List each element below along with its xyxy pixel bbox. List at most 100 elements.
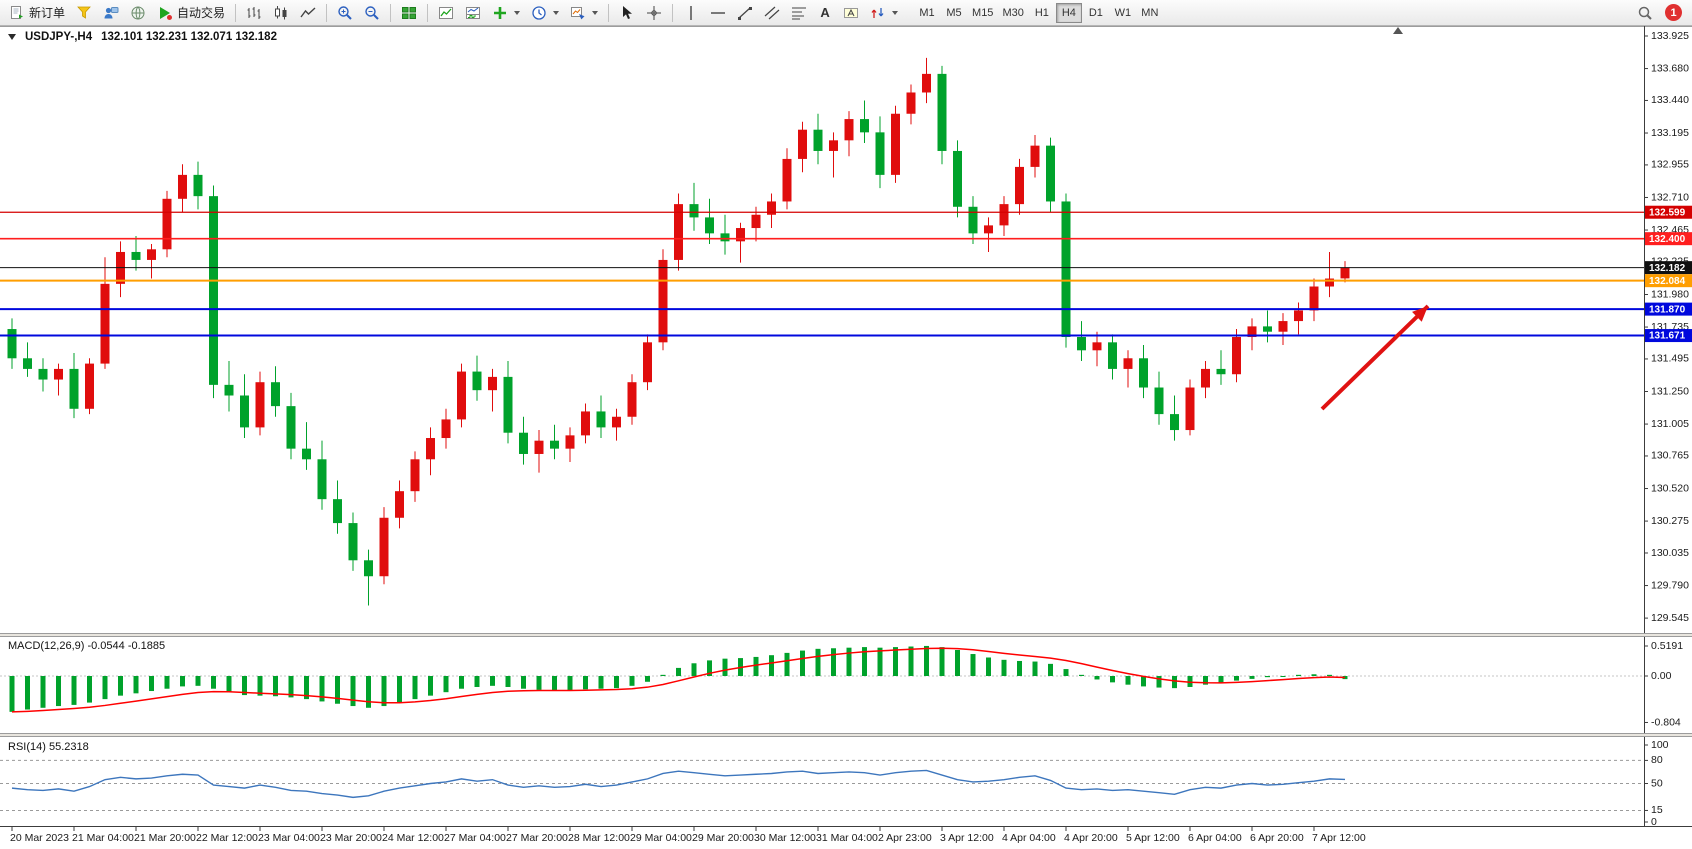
timeframe-h4-button[interactable]: H4	[1055, 2, 1082, 23]
macd-bar	[335, 676, 340, 704]
macd-bar	[722, 658, 728, 676]
candle-body	[767, 201, 776, 215]
timeframe-m15-button[interactable]: M15	[968, 3, 997, 23]
macd-bar	[691, 663, 697, 676]
label-tool-button[interactable]	[838, 2, 864, 24]
notification-badge[interactable]: 1	[1665, 4, 1682, 21]
candle-body	[1201, 368, 1210, 388]
macd-bar	[56, 676, 61, 707]
tile-windows-icon	[402, 6, 417, 19]
line-chart-button[interactable]	[295, 2, 321, 24]
macd-bar	[1342, 676, 1348, 680]
zoom-in-button[interactable]	[332, 2, 358, 24]
timeframe-mn-button[interactable]: MN	[1137, 3, 1163, 23]
macd-bar	[195, 676, 201, 686]
time-axis-label: 21 Mar 20:00	[134, 832, 196, 844]
templates-button[interactable]	[565, 2, 603, 24]
zoom-out-button[interactable]	[359, 2, 385, 24]
time-axis-label: 23 Mar 20:00	[320, 832, 382, 844]
macd-bar	[1156, 676, 1162, 688]
main-macd-splitter[interactable]	[0, 633, 1692, 637]
time-axis-label: 24 Mar 12:00	[382, 832, 444, 844]
candle-body	[1340, 267, 1350, 279]
candlestick-chart-button[interactable]	[268, 2, 294, 24]
text-tool-button[interactable]: A	[813, 2, 837, 24]
add-indicator-button[interactable]	[487, 2, 525, 24]
metaeditor-button[interactable]	[71, 2, 97, 24]
horizontal-line-button[interactable]	[705, 2, 731, 24]
candle-body	[23, 358, 32, 369]
rsi-axis-label: 15	[1651, 804, 1663, 816]
fibonacci-button[interactable]	[786, 2, 812, 24]
timeframe-m1-button[interactable]: M1	[914, 3, 940, 23]
macd-bar	[350, 676, 356, 707]
candle-body	[968, 206, 978, 234]
candle-body	[85, 363, 94, 409]
candle-body	[147, 249, 156, 260]
candle-body	[1123, 358, 1133, 369]
autotrading-button[interactable]: 自动交易	[152, 2, 230, 24]
new-order-icon	[11, 5, 23, 19]
time-axis-label: 27 Mar 04:00	[444, 832, 506, 844]
time-axis-label: 20 Mar 2023	[10, 832, 69, 844]
macd-bar	[955, 649, 960, 676]
timeframe-m5-button[interactable]: M5	[941, 3, 967, 23]
cursor-button[interactable]	[614, 2, 640, 24]
chart-shift-marker[interactable]	[1393, 27, 1403, 34]
time-axis-label: 21 Mar 04:00	[72, 832, 134, 844]
timeframe-w1-button[interactable]: W1	[1110, 3, 1136, 23]
channel-button[interactable]	[759, 2, 785, 24]
tile-windows-button[interactable]	[396, 2, 422, 24]
toolbar-right: 1	[1632, 2, 1688, 24]
autotrading-label: 自动交易	[177, 6, 226, 20]
crosshair-icon	[647, 5, 662, 20]
indicators-button[interactable]	[433, 2, 459, 24]
chevron-down-icon	[892, 10, 899, 15]
price-axis-label: 130.275	[1651, 515, 1689, 527]
timeframe-m30-button[interactable]: M30	[998, 3, 1027, 23]
chat-button[interactable]	[98, 2, 124, 24]
indicator-windows-button[interactable]	[460, 2, 486, 24]
bar-chart-button[interactable]	[241, 2, 267, 24]
macd-bar	[211, 676, 216, 689]
macd-bar	[1311, 674, 1317, 676]
price-axis-label: 133.440	[1651, 94, 1689, 106]
price-axis-label: 131.250	[1651, 385, 1689, 397]
vertical-line-button[interactable]	[678, 2, 704, 24]
community-button[interactable]	[125, 2, 151, 24]
macd-bar	[614, 676, 619, 689]
periods-button[interactable]	[526, 2, 564, 24]
candle-body	[1247, 326, 1257, 338]
autotrading-play-icon	[160, 6, 173, 20]
candle-body	[1232, 337, 1241, 375]
new-order-button[interactable]: 新订单	[4, 2, 70, 24]
arrows-tool-button[interactable]	[865, 2, 903, 24]
time-axis-label: 22 Mar 12:00	[196, 832, 258, 844]
candle-body	[1216, 368, 1226, 375]
time-axis-label: 7 Apr 12:00	[1312, 832, 1366, 844]
chart-menu-icon[interactable]	[8, 34, 16, 40]
crosshair-button[interactable]	[641, 2, 667, 24]
trend-arrow-head[interactable]	[1412, 306, 1428, 322]
price-tag	[1645, 329, 1692, 343]
search-button[interactable]	[1632, 2, 1658, 24]
timeframe-h1-button[interactable]: H1	[1029, 3, 1055, 23]
fibonacci-icon	[792, 7, 807, 19]
candle-body	[674, 204, 683, 260]
templates-icon	[571, 6, 585, 19]
macd-bar	[319, 676, 325, 702]
text-tool-label: A	[820, 5, 830, 20]
rsi-axis-label: 80	[1651, 754, 1663, 766]
price-tag-label: 132.599	[1649, 207, 1686, 218]
macd-bar	[846, 647, 852, 676]
macd-bar	[893, 647, 898, 676]
macd-bar	[753, 656, 759, 676]
candle-body	[565, 435, 575, 449]
candle-body	[519, 432, 528, 454]
timeframe-d1-button[interactable]: D1	[1083, 3, 1109, 23]
trendline-button[interactable]	[732, 2, 758, 24]
macd-bar	[583, 676, 588, 690]
price-axis-label: 131.005	[1651, 418, 1689, 430]
macd-rsi-splitter[interactable]	[0, 733, 1692, 737]
